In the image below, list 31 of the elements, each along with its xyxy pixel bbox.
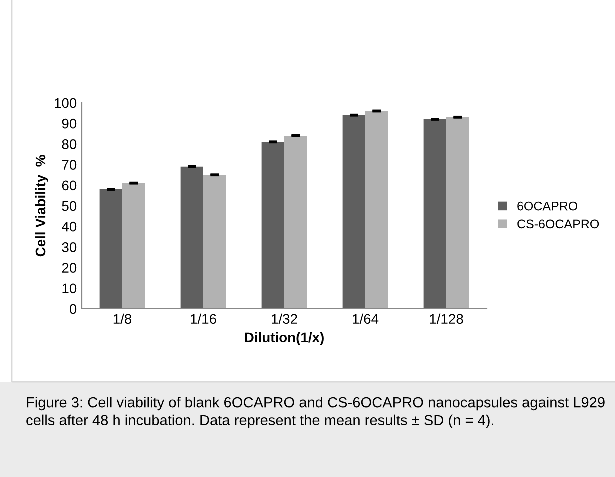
- y-tick-label: 30: [62, 242, 77, 252]
- legend-label: CS-6OCAPRO: [518, 220, 600, 229]
- caption: Figure 3: Cell viability of blank 6OCAPRO and CS-6OCAPRO nanocapsules against L929 cells after 48 h incubation. Data represent the mean results ± SD (n = 4).: [26, 397, 605, 428]
- y-axis-title: Cell Viability %: [35, 155, 48, 257]
- bar: [424, 119, 446, 309]
- legend-label: 6OCAPRO: [518, 202, 578, 211]
- bar: [446, 117, 470, 309]
- y-tick-label: 0: [70, 304, 77, 314]
- y-tick-label: 60: [62, 180, 77, 191]
- y-tick-label: 80: [62, 140, 77, 150]
- bar: [180, 166, 204, 309]
- y-tick-label: 10: [62, 284, 77, 294]
- y-tick-label: 90: [62, 118, 77, 129]
- bar: [122, 183, 146, 309]
- y-tick-label: 40: [62, 222, 77, 232]
- y-tick-label: 50: [62, 201, 77, 212]
- y-tick-label: 20: [62, 263, 77, 273]
- bar: [284, 136, 308, 309]
- bar: [204, 175, 226, 309]
- y-tick-label: 70: [62, 160, 77, 170]
- x-tick-label: 1/128: [430, 314, 464, 324]
- bar: [366, 111, 388, 309]
- bar: [342, 115, 366, 309]
- bar: [100, 190, 122, 309]
- x-tick-label: 1/16: [191, 314, 216, 324]
- x-tick-label: 1/32: [272, 314, 298, 324]
- y-tick-label: 100: [55, 98, 77, 108]
- x-axis-title: Dilution(1/x): [245, 332, 324, 346]
- bar: [262, 142, 284, 309]
- x-tick-label: 1/8: [114, 314, 132, 324]
- x-tick-label: 1/64: [353, 314, 379, 324]
